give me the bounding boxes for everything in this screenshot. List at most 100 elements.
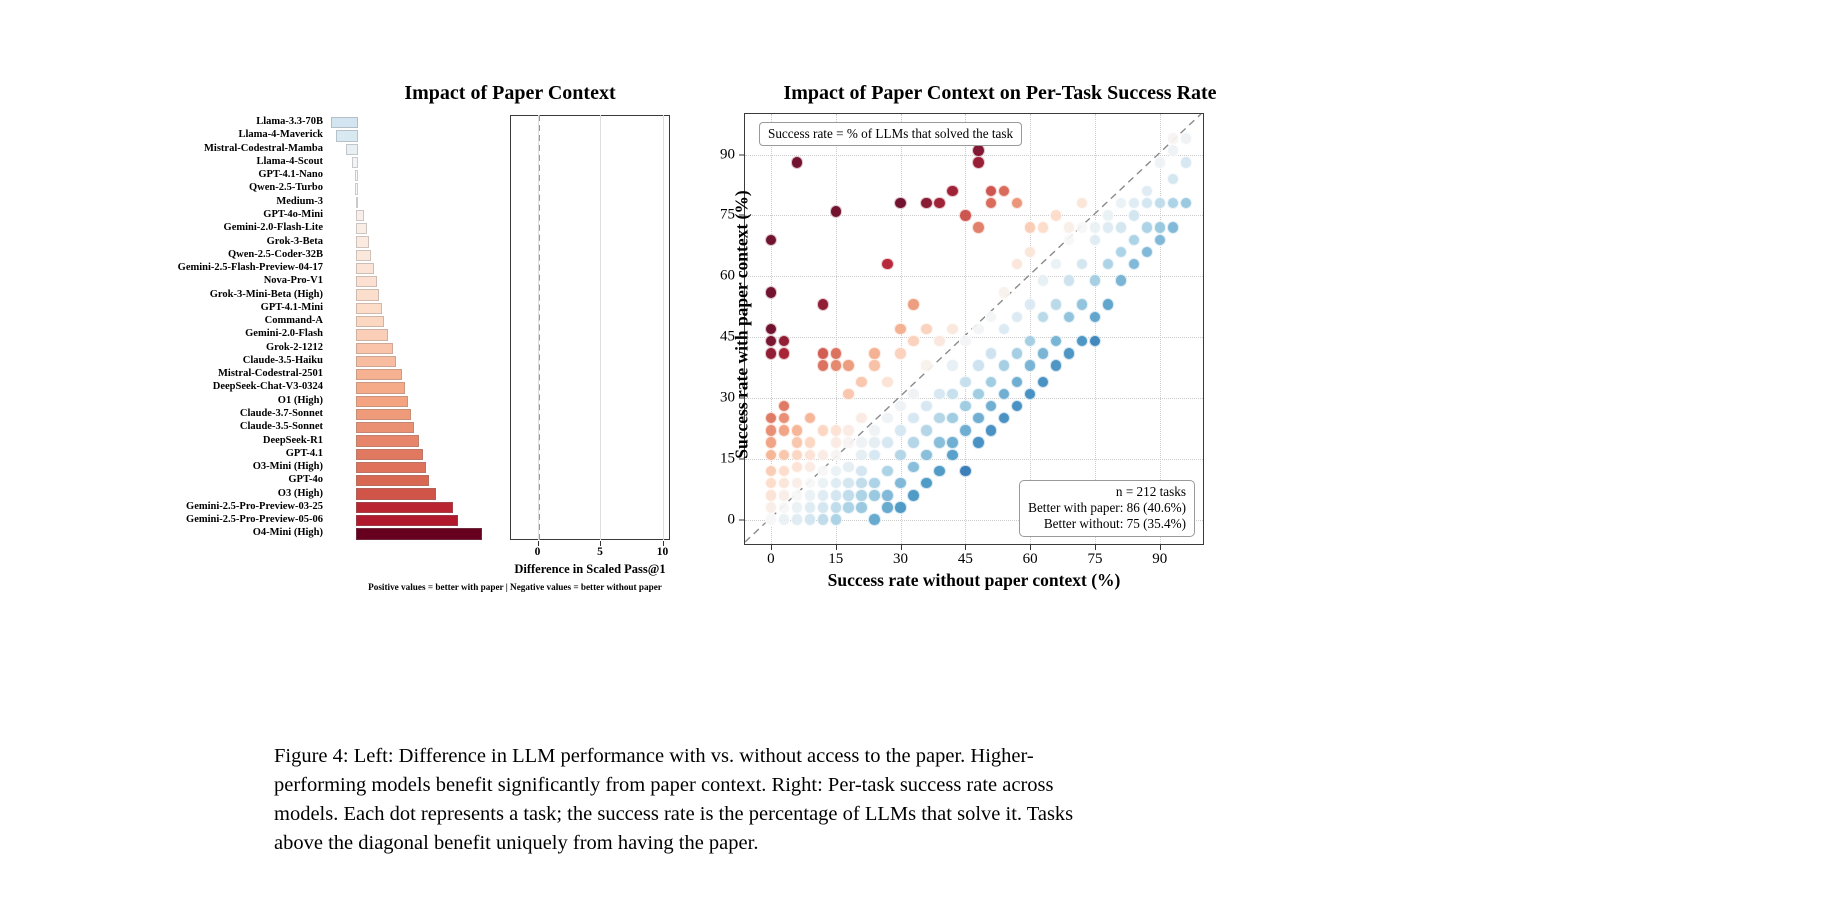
scatter-point	[803, 501, 816, 514]
scatter-point	[777, 334, 791, 348]
scatter-point	[1023, 221, 1037, 234]
bar-row: Claude-3.5-Sonnet	[150, 420, 490, 434]
scatter-point	[946, 184, 959, 198]
scatter-point	[764, 436, 778, 449]
scatter-gridline-vertical	[1159, 114, 1161, 544]
caption-line: models. Each dot represents a task; the …	[274, 803, 1074, 825]
bar	[352, 156, 358, 169]
scatter-point	[894, 322, 907, 336]
bar-label: Mistral-Codestral-Mamba	[204, 142, 323, 154]
x-axis-tick	[835, 545, 837, 550]
scatter-point	[907, 334, 920, 348]
scatter-point	[920, 424, 933, 437]
scatter-point	[946, 436, 959, 449]
scatter-point	[816, 501, 829, 514]
scatter-point	[1153, 221, 1166, 234]
bar	[355, 514, 458, 527]
scatter-point	[855, 375, 868, 388]
scatter-point	[868, 436, 881, 449]
scatter-point	[894, 399, 907, 413]
scatter-point	[985, 399, 998, 413]
bar-row: Mistral-Codestral-2501	[150, 367, 490, 381]
scatter-point	[1101, 209, 1115, 222]
scatter-point	[764, 489, 778, 502]
scatter-gridline-horizontal	[745, 337, 1203, 339]
scatter-point	[1036, 347, 1050, 360]
bar-label: Llama-4-Maverick	[238, 129, 323, 141]
x-axis-tick-label: 15	[828, 551, 844, 567]
bar	[355, 209, 365, 222]
bar-label: GPT-4.1-Nano	[258, 169, 323, 181]
bar-track	[328, 208, 488, 222]
scatter-point	[1036, 274, 1050, 287]
scatter-point	[764, 501, 778, 514]
bar-row: Grok-3-Mini-Beta (High)	[150, 287, 490, 301]
scatter-point	[998, 387, 1011, 401]
bar-track	[328, 486, 488, 500]
scatter-point	[959, 375, 972, 388]
bar-track	[328, 115, 488, 129]
y-axis-tick	[739, 214, 744, 216]
scatter-point	[946, 448, 959, 461]
scatter-point	[764, 233, 778, 246]
bar-row: Medium-3	[150, 195, 490, 208]
y-axis-tick	[739, 519, 744, 521]
scatter-point	[1140, 245, 1154, 259]
scatter-gridline-vertical	[1030, 114, 1032, 544]
scatter-point	[790, 489, 804, 502]
bar-label: Medium-3	[276, 195, 323, 207]
scatter-point	[881, 412, 894, 425]
stat-better-with-paper: Better with paper: 86 (40.6%)	[1028, 500, 1186, 515]
bar-label: Gemini-2.0-Flash	[245, 328, 323, 340]
bar-row: GPT-4.1-Nano	[150, 168, 490, 182]
scatter-point	[868, 359, 881, 372]
left-x-axis-ticks: 0 5 10	[510, 541, 670, 559]
scatter-point	[816, 424, 829, 437]
scatter-point	[1075, 257, 1089, 271]
scatter-point	[920, 359, 933, 372]
bar-label: Claude-3.5-Haiku	[242, 354, 323, 366]
y-axis-tick	[739, 458, 744, 460]
scatter-point	[816, 347, 829, 360]
scatter-point	[1153, 233, 1166, 246]
scatter-point	[881, 489, 894, 502]
scatter-point	[816, 359, 829, 372]
left-axis-tick-label: 10	[656, 546, 669, 558]
scatter-point	[829, 347, 842, 360]
x-axis-tick-label: 60	[1022, 551, 1038, 567]
bar	[331, 117, 358, 129]
bar-label: Qwen-2.5-Turbo	[249, 182, 323, 194]
scatter-point	[894, 424, 907, 437]
bar	[355, 183, 358, 195]
bar-label: Command-A	[264, 315, 323, 327]
bar-track	[328, 142, 488, 155]
scatter-point	[998, 412, 1011, 425]
bar-label: Llama-4-Scout	[256, 155, 324, 167]
bar	[355, 196, 359, 208]
bar-row: Grok-3-Beta	[150, 234, 490, 248]
scatter-point	[1062, 221, 1076, 234]
scatter-point	[972, 387, 985, 401]
zero-reference-line	[537, 115, 540, 540]
scatter-gridline-vertical	[1094, 114, 1096, 544]
scatter-point	[907, 460, 920, 474]
scatter-point	[920, 322, 933, 336]
scatter-point	[816, 476, 829, 490]
y-axis-tick-label: 0	[727, 511, 736, 528]
scatter-point	[972, 322, 985, 336]
scatter-point	[829, 424, 842, 437]
bar	[355, 315, 385, 328]
bar-track	[328, 447, 488, 460]
scatter-point	[764, 412, 778, 425]
scatter-point	[998, 286, 1011, 299]
scatter-point	[907, 436, 920, 449]
scatter-point	[803, 448, 816, 461]
right-x-axis-ticks: 0 15 30 45 60 75 90	[744, 545, 1204, 569]
scatter-point	[764, 347, 778, 360]
scatter-point	[855, 464, 868, 478]
scatter-point	[907, 387, 920, 401]
x-axis-tick-label: 75	[1087, 551, 1103, 567]
left-plot-frame	[510, 115, 670, 540]
right-x-axis-label: Success rate without paper context (%)	[827, 570, 1121, 590]
scatter-point	[1036, 375, 1050, 388]
